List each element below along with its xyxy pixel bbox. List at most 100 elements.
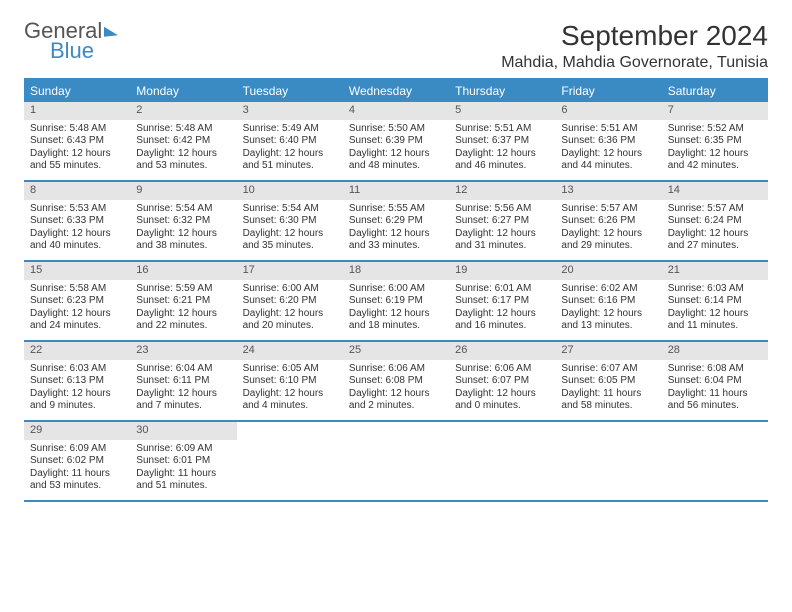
sunset-text: Sunset: 6:42 PM [136,135,230,148]
day-body: Sunrise: 5:51 AMSunset: 6:36 PMDaylight:… [555,120,661,178]
day-cell: 8Sunrise: 5:53 AMSunset: 6:33 PMDaylight… [24,182,130,260]
dow-sunday: Sunday [24,80,130,102]
day-number: 17 [237,262,343,280]
dow-row: Sunday Monday Tuesday Wednesday Thursday… [24,80,768,102]
day-number: 10 [237,182,343,200]
daylight-text: Daylight: 11 hours and 58 minutes. [561,388,655,413]
day-body: Sunrise: 6:09 AMSunset: 6:02 PMDaylight:… [24,440,130,498]
day-cell: 17Sunrise: 6:00 AMSunset: 6:20 PMDayligh… [237,262,343,340]
daylight-text: Daylight: 12 hours and 24 minutes. [30,308,124,333]
day-number: 24 [237,342,343,360]
day-cell: . [237,422,343,500]
sunset-text: Sunset: 6:04 PM [668,375,762,388]
sunrise-text: Sunrise: 5:58 AM [30,283,124,296]
day-number: 22 [24,342,130,360]
daylight-text: Daylight: 12 hours and 20 minutes. [243,308,337,333]
sunset-text: Sunset: 6:11 PM [136,375,230,388]
day-body: Sunrise: 5:56 AMSunset: 6:27 PMDaylight:… [449,200,555,258]
sunset-text: Sunset: 6:02 PM [30,455,124,468]
day-number: 3 [237,102,343,120]
day-cell: 7Sunrise: 5:52 AMSunset: 6:35 PMDaylight… [662,102,768,180]
day-cell: 14Sunrise: 5:57 AMSunset: 6:24 PMDayligh… [662,182,768,260]
sunrise-text: Sunrise: 6:03 AM [668,283,762,296]
sunrise-text: Sunrise: 5:56 AM [455,203,549,216]
day-cell: 27Sunrise: 6:07 AMSunset: 6:05 PMDayligh… [555,342,661,420]
week-row: 8Sunrise: 5:53 AMSunset: 6:33 PMDaylight… [24,182,768,262]
sunrise-text: Sunrise: 5:59 AM [136,283,230,296]
day-number: 20 [555,262,661,280]
day-number: 5 [449,102,555,120]
sunrise-text: Sunrise: 5:50 AM [349,123,443,136]
sunset-text: Sunset: 6:37 PM [455,135,549,148]
daylight-text: Daylight: 12 hours and 35 minutes. [243,228,337,253]
day-body: Sunrise: 5:51 AMSunset: 6:37 PMDaylight:… [449,120,555,178]
month-title: September 2024 [501,20,768,52]
sunrise-text: Sunrise: 5:57 AM [668,203,762,216]
sunrise-text: Sunrise: 5:49 AM [243,123,337,136]
day-body: Sunrise: 6:04 AMSunset: 6:11 PMDaylight:… [130,360,236,418]
sunrise-text: Sunrise: 6:02 AM [561,283,655,296]
day-body: Sunrise: 5:53 AMSunset: 6:33 PMDaylight:… [24,200,130,258]
day-number: 9 [130,182,236,200]
day-number: 4 [343,102,449,120]
day-cell: . [662,422,768,500]
day-number: 13 [555,182,661,200]
day-body: Sunrise: 6:06 AMSunset: 6:08 PMDaylight:… [343,360,449,418]
day-body: Sunrise: 5:50 AMSunset: 6:39 PMDaylight:… [343,120,449,178]
logo: General Blue [24,20,118,62]
week-row: 1Sunrise: 5:48 AMSunset: 6:43 PMDaylight… [24,102,768,182]
sunrise-text: Sunrise: 5:55 AM [349,203,443,216]
day-number: 21 [662,262,768,280]
sunset-text: Sunset: 6:32 PM [136,215,230,228]
sunset-text: Sunset: 6:30 PM [243,215,337,228]
day-body: Sunrise: 6:09 AMSunset: 6:01 PMDaylight:… [130,440,236,498]
sunset-text: Sunset: 6:13 PM [30,375,124,388]
sunrise-text: Sunrise: 6:05 AM [243,363,337,376]
day-cell: 23Sunrise: 6:04 AMSunset: 6:11 PMDayligh… [130,342,236,420]
daylight-text: Daylight: 12 hours and 2 minutes. [349,388,443,413]
day-cell: 29Sunrise: 6:09 AMSunset: 6:02 PMDayligh… [24,422,130,500]
sunrise-text: Sunrise: 6:07 AM [561,363,655,376]
day-cell: 20Sunrise: 6:02 AMSunset: 6:16 PMDayligh… [555,262,661,340]
sunset-text: Sunset: 6:01 PM [136,455,230,468]
sunset-text: Sunset: 6:23 PM [30,295,124,308]
daylight-text: Daylight: 12 hours and 40 minutes. [30,228,124,253]
day-cell: . [555,422,661,500]
sunrise-text: Sunrise: 5:48 AM [136,123,230,136]
sunrise-text: Sunrise: 5:48 AM [30,123,124,136]
day-body: Sunrise: 6:05 AMSunset: 6:10 PMDaylight:… [237,360,343,418]
day-cell: 26Sunrise: 6:06 AMSunset: 6:07 PMDayligh… [449,342,555,420]
day-number: 29 [24,422,130,440]
daylight-text: Daylight: 12 hours and 44 minutes. [561,148,655,173]
daylight-text: Daylight: 12 hours and 9 minutes. [30,388,124,413]
day-number: 2 [130,102,236,120]
day-number: 11 [343,182,449,200]
sunset-text: Sunset: 6:40 PM [243,135,337,148]
day-cell: . [449,422,555,500]
sunrise-text: Sunrise: 6:00 AM [349,283,443,296]
sunset-text: Sunset: 6:07 PM [455,375,549,388]
day-body: Sunrise: 6:07 AMSunset: 6:05 PMDaylight:… [555,360,661,418]
daylight-text: Daylight: 12 hours and 4 minutes. [243,388,337,413]
daylight-text: Daylight: 12 hours and 27 minutes. [668,228,762,253]
day-cell: 28Sunrise: 6:08 AMSunset: 6:04 PMDayligh… [662,342,768,420]
day-body: Sunrise: 6:08 AMSunset: 6:04 PMDaylight:… [662,360,768,418]
daylight-text: Daylight: 12 hours and 22 minutes. [136,308,230,333]
day-body: Sunrise: 5:59 AMSunset: 6:21 PMDaylight:… [130,280,236,338]
day-number: 6 [555,102,661,120]
sunrise-text: Sunrise: 5:51 AM [455,123,549,136]
dow-tuesday: Tuesday [237,80,343,102]
logo-word2: Blue [50,40,94,62]
sunrise-text: Sunrise: 6:01 AM [455,283,549,296]
sunset-text: Sunset: 6:20 PM [243,295,337,308]
daylight-text: Daylight: 12 hours and 38 minutes. [136,228,230,253]
day-body: Sunrise: 6:00 AMSunset: 6:20 PMDaylight:… [237,280,343,338]
day-number: 25 [343,342,449,360]
dow-monday: Monday [130,80,236,102]
day-number: 8 [24,182,130,200]
day-cell: 12Sunrise: 5:56 AMSunset: 6:27 PMDayligh… [449,182,555,260]
dow-thursday: Thursday [449,80,555,102]
day-cell: 21Sunrise: 6:03 AMSunset: 6:14 PMDayligh… [662,262,768,340]
day-cell: 6Sunrise: 5:51 AMSunset: 6:36 PMDaylight… [555,102,661,180]
day-number: 27 [555,342,661,360]
